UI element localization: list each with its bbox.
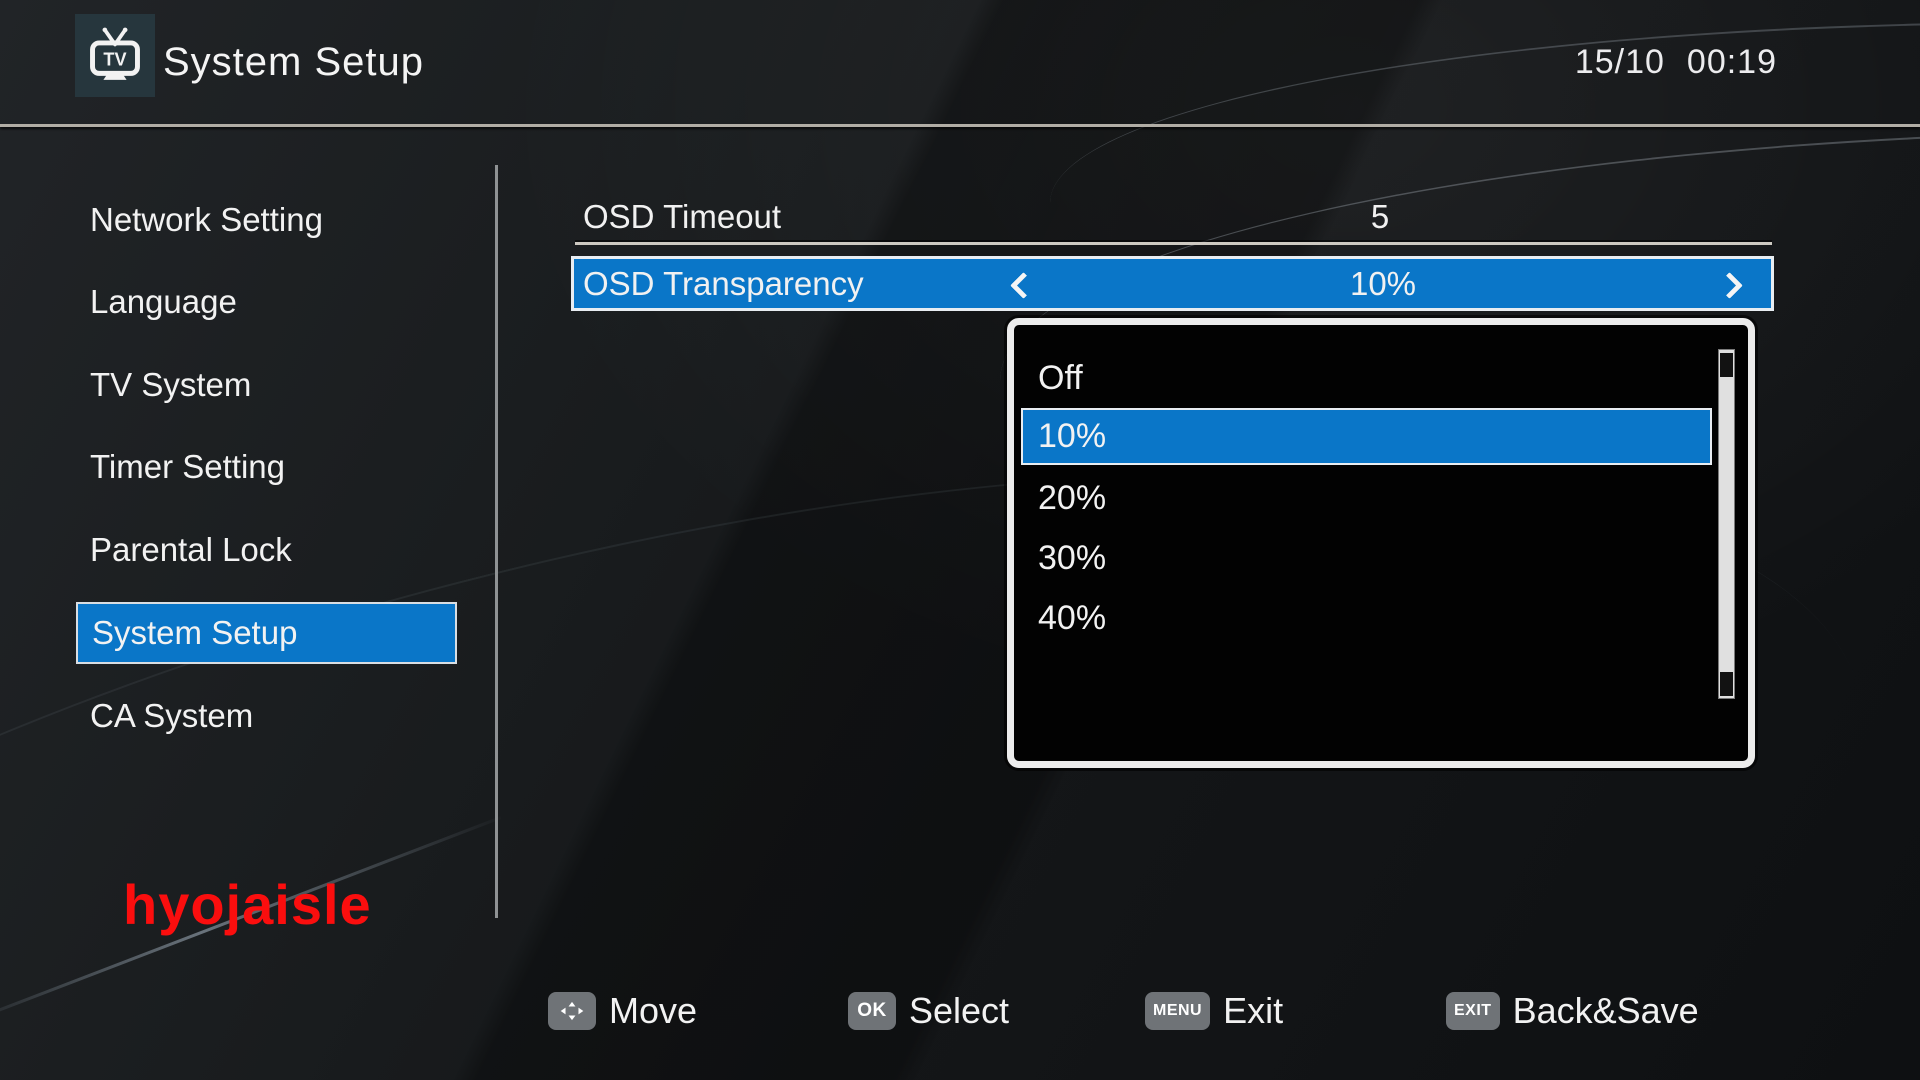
svg-text:TV: TV: [103, 49, 126, 69]
dropdown-option-40[interactable]: 40%: [1038, 599, 1107, 637]
osd-transparency-label: OSD Transparency: [583, 265, 864, 302]
sidebar-item-ca-system[interactable]: CA System: [90, 697, 254, 734]
dpad-icon: [548, 992, 596, 1030]
help-move: Move: [548, 990, 698, 1031]
dropdown-option-off[interactable]: Off: [1038, 359, 1083, 397]
ok-button-badge: OK: [848, 992, 896, 1030]
header-divider: [0, 124, 1920, 127]
osd-timeout-label: OSD Timeout: [583, 198, 782, 235]
help-select: OK Select: [848, 990, 1010, 1031]
dropdown-option-30[interactable]: 30%: [1038, 539, 1107, 577]
help-label-move: Move: [609, 990, 698, 1031]
help-back-save: EXIT Back&Save: [1446, 990, 1699, 1031]
sidebar-item-timer-setting[interactable]: Timer Setting: [90, 448, 286, 485]
osd-transparency-value: 10%: [1349, 265, 1417, 302]
setting-row-osd-timeout[interactable]: OSD Timeout 5: [575, 192, 1772, 242]
row-divider: [575, 242, 1772, 245]
tv-icon: TV: [75, 14, 155, 97]
page-title: System Setup: [163, 40, 425, 84]
osd-timeout-value: 5: [1370, 198, 1390, 235]
menu-button-badge: MENU: [1145, 992, 1211, 1030]
help-exit: MENU Exit: [1145, 990, 1284, 1031]
header-clock: 15/10 00:19: [1575, 0, 1777, 124]
sidebar-item-system-setup[interactable]: System Setup: [76, 602, 457, 664]
dropdown-option-20[interactable]: 20%: [1038, 479, 1107, 517]
scrollbar-thumb-bottom[interactable]: [1720, 672, 1733, 696]
chevron-left-icon[interactable]: [1010, 272, 1037, 299]
sidebar-divider: [495, 165, 498, 918]
sidebar-item-tv-system[interactable]: TV System: [90, 366, 252, 403]
help-label-select: Select: [909, 990, 1010, 1031]
sidebar-item-language[interactable]: Language: [90, 283, 237, 320]
setting-row-osd-transparency[interactable]: OSD Transparency 10%: [571, 256, 1774, 311]
dropdown-option-10[interactable]: 10%: [1021, 408, 1712, 465]
header-time: 00:19: [1686, 42, 1777, 81]
scrollbar-thumb-top[interactable]: [1720, 353, 1733, 377]
sidebar-item-network-setting[interactable]: Network Setting: [90, 201, 323, 238]
dropdown-scrollbar[interactable]: [1718, 349, 1735, 699]
transparency-dropdown: Off 10% 20% 30% 40%: [1007, 318, 1755, 768]
chevron-right-icon[interactable]: [1716, 272, 1743, 299]
exit-button-badge: EXIT: [1446, 992, 1500, 1030]
sidebar-item-parental-lock[interactable]: Parental Lock: [90, 531, 292, 568]
help-label-back-save: Back&Save: [1512, 990, 1699, 1031]
header-date: 15/10: [1574, 42, 1665, 81]
help-label-exit: Exit: [1223, 990, 1284, 1031]
watermark-text: hyojaisle: [123, 873, 372, 936]
